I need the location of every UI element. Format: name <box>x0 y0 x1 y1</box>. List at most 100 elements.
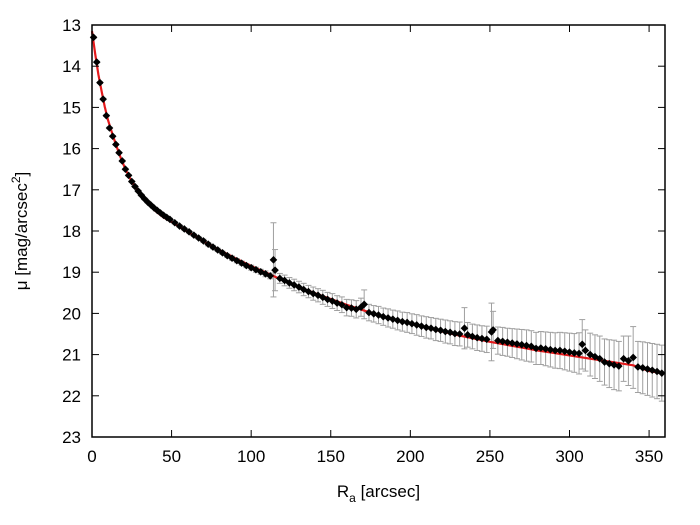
x-tick-label: 200 <box>396 447 424 466</box>
data-point <box>131 182 139 191</box>
y-tick-label: 14 <box>62 57 81 76</box>
data-point <box>489 326 497 334</box>
data-point <box>190 231 198 239</box>
y-tick-label: 15 <box>62 98 81 117</box>
data-point <box>546 345 555 354</box>
data-point <box>441 327 450 336</box>
data-point <box>455 330 464 338</box>
data-point <box>127 177 136 186</box>
data-point <box>150 204 158 212</box>
data-point <box>170 218 179 227</box>
data-point <box>460 324 469 333</box>
y-axis-title-close: ] <box>12 172 31 177</box>
data-point <box>537 344 545 352</box>
y-tick-label: 20 <box>62 304 81 323</box>
data-point <box>565 348 574 356</box>
data-point <box>199 237 208 245</box>
data-point <box>285 279 294 287</box>
data-point <box>137 191 146 199</box>
data-point <box>166 215 174 224</box>
x-tick-label: 0 <box>87 447 96 466</box>
x-axis-title-main: R <box>337 482 349 501</box>
data-point <box>643 365 652 373</box>
x-tick-label: 100 <box>237 447 265 466</box>
data-point <box>105 124 114 132</box>
y-axis-title-sup: 2 <box>9 176 23 183</box>
data-points-layer <box>89 33 666 377</box>
data-point <box>634 363 642 371</box>
data-point <box>422 323 431 332</box>
data-point <box>408 319 416 328</box>
data-point <box>468 332 477 341</box>
data-point <box>586 350 594 359</box>
x-tick-label: 250 <box>476 447 504 466</box>
y-tick-label: 19 <box>62 263 81 282</box>
data-point <box>556 346 564 355</box>
data-point <box>498 337 507 346</box>
data-point <box>112 140 120 149</box>
x-tick-label: 350 <box>635 447 663 466</box>
data-point <box>269 256 278 264</box>
data-point <box>432 325 440 334</box>
data-point <box>446 328 454 337</box>
x-tick-label: 150 <box>317 447 345 466</box>
x-tick-label: 50 <box>162 447 181 466</box>
data-point <box>185 228 193 236</box>
data-point <box>252 265 260 274</box>
data-point <box>503 338 512 347</box>
x-axis-ticks: 0 50 100 150 200 250 300 350 <box>87 25 663 466</box>
data-point <box>271 266 279 274</box>
data-point <box>96 78 104 87</box>
data-point <box>204 240 212 248</box>
y-axis-title: μ [mag/arcsec2] <box>9 172 31 291</box>
data-point <box>124 171 133 180</box>
data-point <box>89 33 98 42</box>
data-point <box>436 326 445 335</box>
data-point <box>318 293 327 302</box>
data-point <box>121 165 130 173</box>
data-point <box>473 333 481 342</box>
data-point <box>218 249 227 257</box>
y-tick-label: 16 <box>62 140 81 159</box>
data-point <box>393 316 402 325</box>
data-point <box>92 58 101 66</box>
data-point <box>194 234 203 242</box>
x-tick-label: 300 <box>555 447 583 466</box>
data-point <box>156 209 165 217</box>
data-point <box>365 308 373 317</box>
data-point <box>102 111 111 120</box>
data-point <box>175 222 184 230</box>
data-point <box>134 187 142 195</box>
data-point <box>513 340 521 348</box>
data-point <box>451 329 459 338</box>
data-point <box>140 195 149 203</box>
data-point <box>427 324 435 333</box>
data-point <box>494 336 502 345</box>
error-bars-layer <box>90 36 665 402</box>
data-point <box>233 256 241 265</box>
y-tick-label: 18 <box>62 222 81 241</box>
data-point <box>213 246 222 254</box>
data-point <box>541 345 550 353</box>
data-point <box>551 346 559 355</box>
data-point <box>615 362 623 370</box>
data-point <box>209 243 217 251</box>
data-point <box>314 291 322 300</box>
data-point <box>638 363 647 372</box>
fit-curve-layer <box>90 31 662 375</box>
data-point <box>309 289 318 298</box>
y-axis-title-main: μ [mag/arcsec <box>12 183 31 291</box>
data-point <box>163 213 171 222</box>
data-point <box>228 254 236 262</box>
fit-curve <box>90 31 662 375</box>
data-point <box>522 341 531 350</box>
data-point <box>261 270 270 278</box>
data-point <box>403 318 411 327</box>
x-axis-title-unit: [arcsec] <box>356 482 420 501</box>
data-point <box>108 132 117 141</box>
data-point <box>624 356 633 365</box>
data-point <box>256 267 265 276</box>
data-point <box>290 281 298 289</box>
data-point <box>658 369 666 377</box>
